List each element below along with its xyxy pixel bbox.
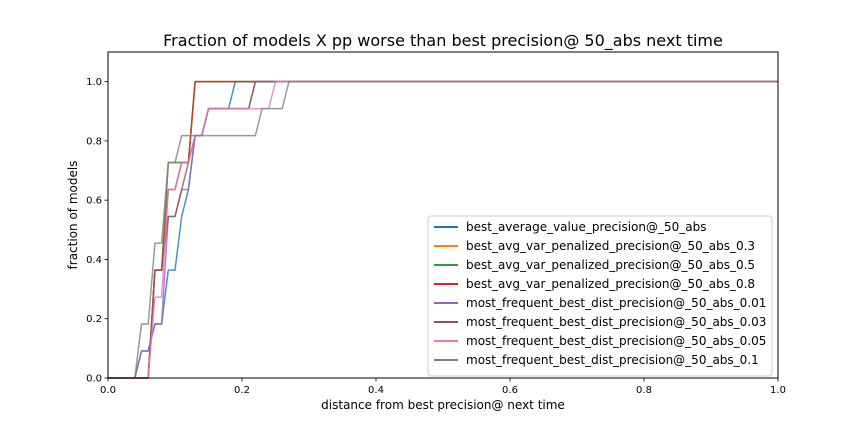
y-tick-label: 1.0 [86,77,102,88]
x-tick-label: 1.0 [770,385,786,396]
series-layer [108,80,778,379]
x-tick-label: 0.6 [502,385,518,396]
legend: best_average_value_precision@_50_absbest… [427,215,773,377]
legend-label: best_average_value_precision@_50_abs [466,220,707,234]
y-axis-label: fraction of models [66,161,80,270]
series-line-7 [108,80,778,379]
chart-title: Fraction of models X pp worse than best … [163,31,723,51]
y-tick-label: 0.0 [86,374,102,385]
x-tick-label: 0.2 [234,385,250,396]
legend-label: most_frequent_best_dist_precision@_50_ab… [466,296,766,310]
y-tick-label: 0.4 [86,255,102,266]
legend-label: most_frequent_best_dist_precision@_50_ab… [466,315,766,329]
y-tick-label: 0.2 [86,314,102,325]
x-tick-label: 0.0 [100,385,116,396]
legend-label: best_avg_var_penalized_precision@_50_abs… [466,277,755,291]
x-axis-label: distance from best precision@ next time [321,398,565,412]
legend-label: most_frequent_best_dist_precision@_50_ab… [466,334,766,348]
plot-frame [107,51,779,379]
x-tick-label: 0.4 [368,385,384,396]
legend-box [427,215,773,377]
legend-label: best_avg_var_penalized_precision@_50_abs… [466,239,755,253]
y-axis-ticks: 0.0 0.2 0.4 0.6 0.8 1.0 [86,77,108,385]
series-line-8 [108,80,778,379]
x-tick-label: 0.8 [636,385,652,396]
legend-label: most_frequent_best_dist_precision@_50_ab… [466,353,759,367]
y-tick-label: 0.8 [86,136,102,147]
legend-label: best_avg_var_penalized_precision@_50_abs… [466,258,755,272]
x-axis-ticks: 0.0 0.2 0.4 0.6 0.8 1.0 [100,378,786,396]
y-tick-label: 0.6 [86,196,102,207]
